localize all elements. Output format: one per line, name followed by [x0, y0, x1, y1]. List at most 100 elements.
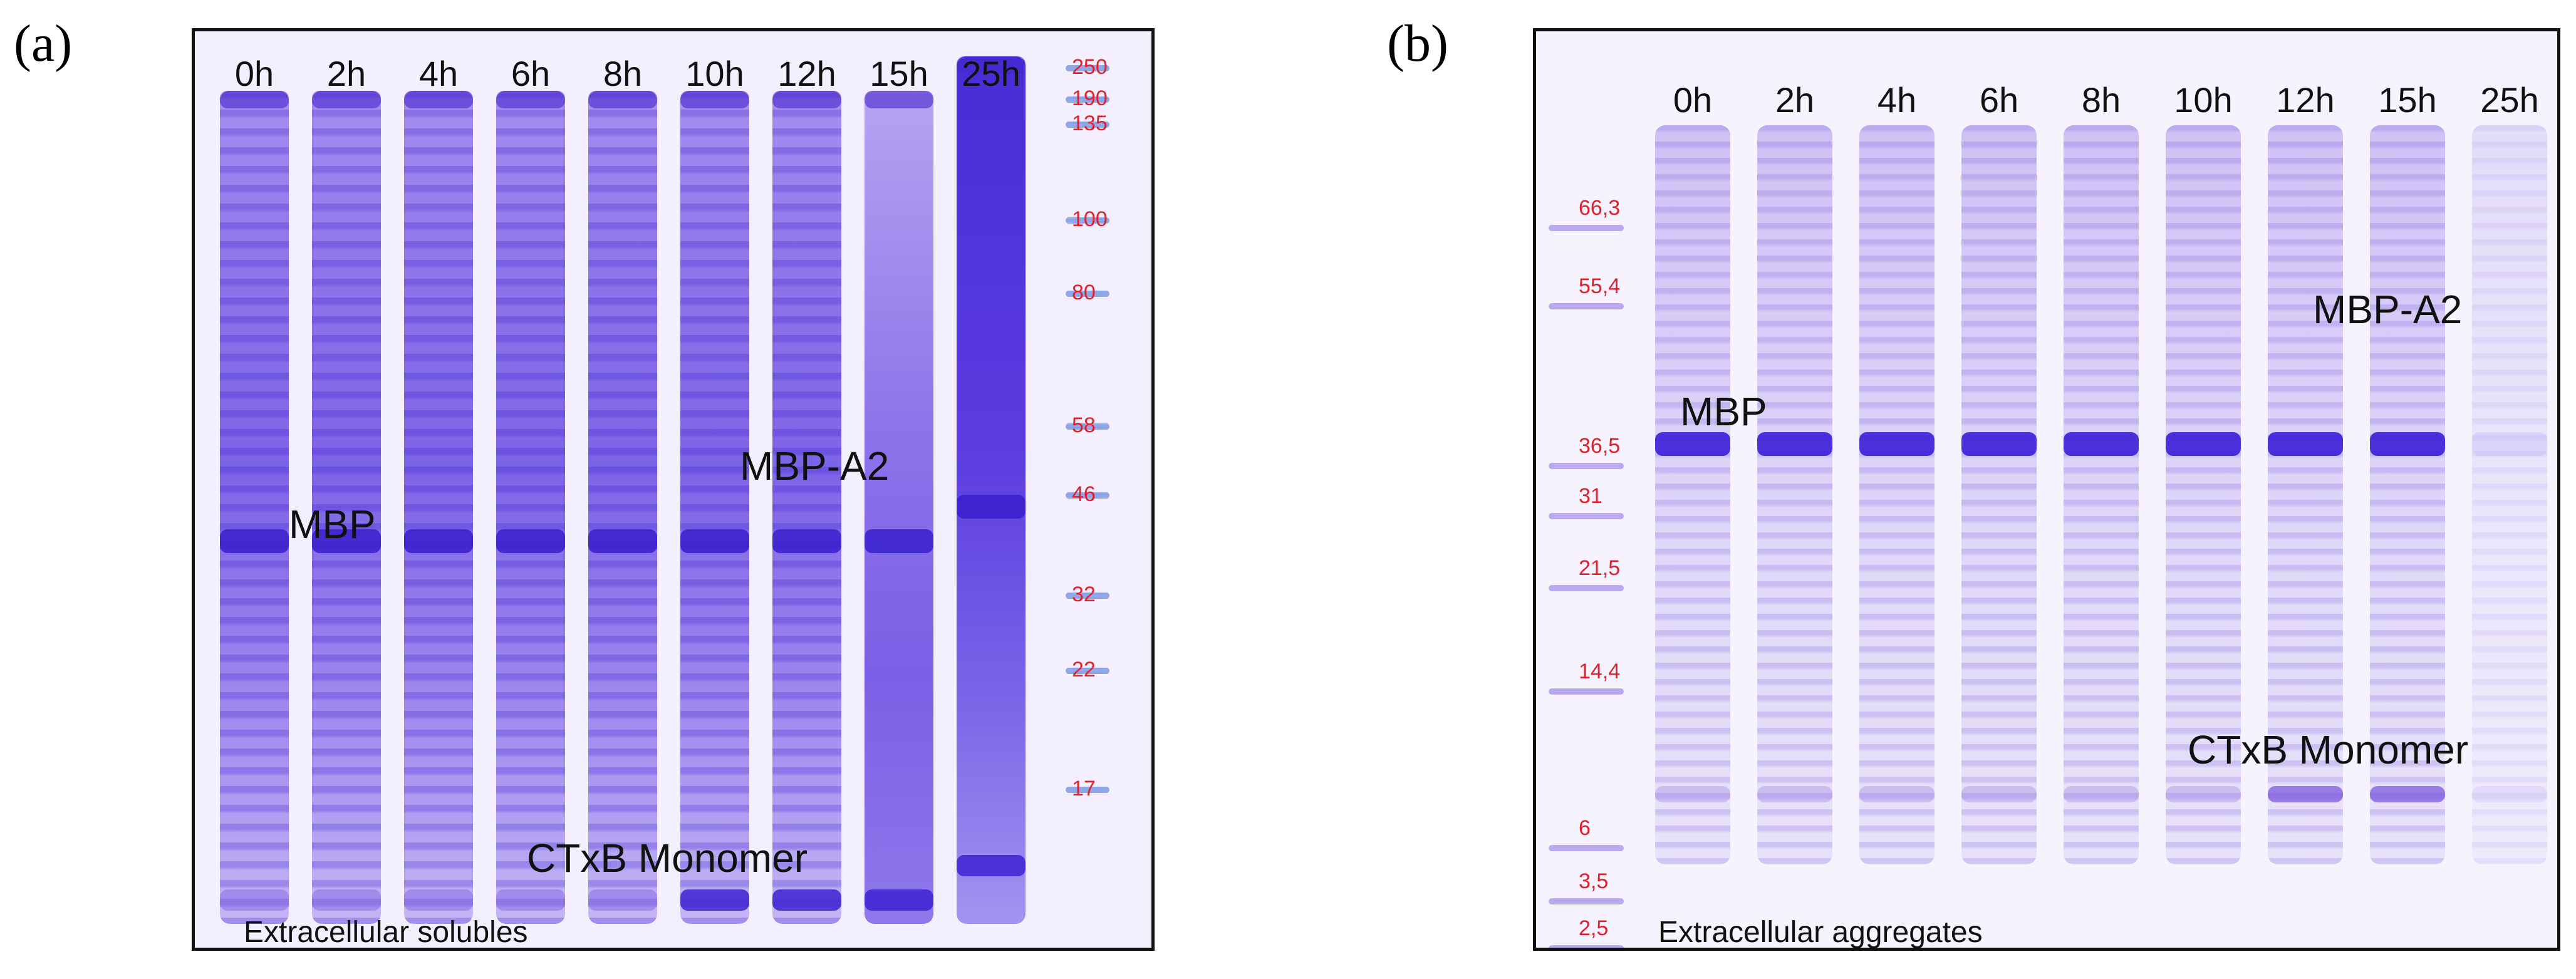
ladder-band-b: [1549, 945, 1624, 948]
ladder-band-a: [1066, 787, 1109, 793]
marker-label-b: 21,5: [1579, 556, 1621, 580]
gel-lane-b: [2268, 125, 2343, 864]
gel-lane-b: [1859, 125, 1935, 864]
mbp-band: [2472, 432, 2547, 456]
gel-lane-a: [588, 91, 657, 924]
ctxb-band: [404, 889, 473, 911]
ctxb-band: [496, 889, 565, 911]
ctxb-monomer-label-b: CTxB Monomer: [2188, 727, 2469, 772]
mbp-band: [1961, 432, 2037, 456]
gel-lane-b: [2472, 125, 2547, 864]
ladder-band-a: [1066, 65, 1109, 71]
ladder-band-a: [1066, 217, 1109, 224]
mbp-band: [404, 529, 473, 553]
ctxb-band: [1859, 786, 1935, 802]
ctxb-band: [772, 889, 841, 911]
ctxb-band: [2166, 786, 2241, 802]
well-band: [588, 91, 657, 108]
gel-lane-b: [1757, 125, 1832, 864]
lane-label-a: 15h: [870, 54, 928, 93]
caption-a: Extracellular solubles: [244, 916, 528, 949]
marker-label-a: 58: [1072, 413, 1096, 437]
gel-lane-a: [865, 91, 933, 924]
mbp-band: [1859, 432, 1935, 456]
marker-label-a: 46: [1072, 482, 1096, 506]
gel-lane-a: [957, 56, 1026, 924]
marker-label-b: 55,4: [1579, 274, 1621, 298]
ladder-band-b: [1549, 225, 1624, 231]
mbp-band: [680, 529, 749, 553]
lane-label-b: 8h: [2081, 80, 2121, 120]
marker-label-b: 2,5: [1579, 916, 1609, 940]
lane-label-a: 2h: [326, 54, 366, 93]
gel-lane-a: [312, 91, 381, 924]
well-band: [404, 91, 473, 108]
marker-label-a: 22: [1072, 658, 1096, 681]
ctxb-band: [680, 889, 749, 911]
mbp-band: [496, 529, 565, 553]
marker-label-a: 250: [1072, 55, 1108, 79]
caption-b: Extracellular aggregates: [1658, 916, 1983, 949]
mbp-band: [772, 529, 841, 553]
lane-label-b: 12h: [2276, 80, 2335, 120]
lane-label-a: 0h: [234, 54, 274, 93]
lane-label-a: 8h: [603, 54, 643, 93]
ladder-band-b: [1549, 585, 1624, 591]
gel-lane-a: [772, 91, 841, 924]
ctxb-band: [2472, 786, 2547, 802]
marker-label-a: 10: [1072, 946, 1096, 948]
lane-label-b: 6h: [1979, 80, 2019, 120]
marker-label-a: 32: [1072, 583, 1096, 606]
mbp-band: [2268, 432, 2343, 456]
ctxb-band: [2268, 786, 2343, 802]
gel-lane-b: [2370, 125, 2445, 864]
panel-a-letter: (a): [14, 14, 73, 73]
mbp-band: [2064, 432, 2139, 456]
mbp-label-a: MBP: [289, 502, 376, 547]
lane-label-b: 15h: [2378, 80, 2437, 120]
lane-label-a: 6h: [511, 54, 551, 93]
ladder-band-a: [1066, 122, 1109, 128]
gel-lane-a: [220, 91, 289, 924]
ctxb-band: [1655, 786, 1730, 802]
ladder-band-b: [1549, 303, 1624, 309]
ladder-band-a: [1066, 593, 1109, 599]
well-band: [220, 91, 289, 108]
ladder-band-a: [1066, 291, 1109, 297]
ctxb-band: [1757, 786, 1832, 802]
ctxb-band: [588, 889, 657, 911]
lane-label-b: 4h: [1877, 80, 1917, 120]
ladder-band-b: [1549, 688, 1624, 695]
mbp-band: [1757, 432, 1832, 456]
marker-label-b: 66,3: [1579, 196, 1621, 220]
ctxb-band: [312, 889, 381, 911]
gel-lane-a: [496, 91, 565, 924]
marker-label-b: 3,5: [1579, 869, 1609, 893]
lane-label-b: 10h: [2174, 80, 2233, 120]
marker-label-a: 17: [1072, 777, 1096, 800]
ladder-band-a: [1066, 492, 1109, 499]
mbp-label-b: MBP: [1680, 389, 1767, 434]
mbp-band: [865, 529, 933, 553]
mbp-band: [312, 529, 381, 553]
ladder-band-b: [1549, 463, 1624, 469]
lane-label-b: 25h: [2480, 80, 2539, 120]
mbp-a2-label-b: MBP-A2: [2313, 287, 2463, 332]
marker-label-a: 135: [1072, 111, 1108, 135]
well-band: [680, 91, 749, 108]
well-band: [865, 91, 933, 108]
gel-lane-b: [2064, 125, 2139, 864]
lane-label-a: 12h: [777, 54, 836, 93]
marker-label-b: 14,4: [1579, 660, 1621, 683]
marker-label-a: 80: [1072, 281, 1096, 304]
marker-label-a: 100: [1072, 207, 1108, 231]
marker-label-b: 31: [1579, 484, 1602, 508]
gel-lane-b: [2166, 125, 2241, 864]
ctxb-monomer-label-a: CTxB Monomer: [527, 836, 808, 881]
well-band: [496, 91, 565, 108]
mbp-band: [588, 529, 657, 553]
well-band: [772, 91, 841, 108]
lane-label-a: 4h: [418, 54, 459, 93]
gel-panel-b: 0h 2h 4h 6h 8h 10h 12h 15h 25h 66,3 55,4 36,5 31 21,…: [1533, 28, 2560, 951]
lane-label-b: 0h: [1673, 80, 1713, 120]
